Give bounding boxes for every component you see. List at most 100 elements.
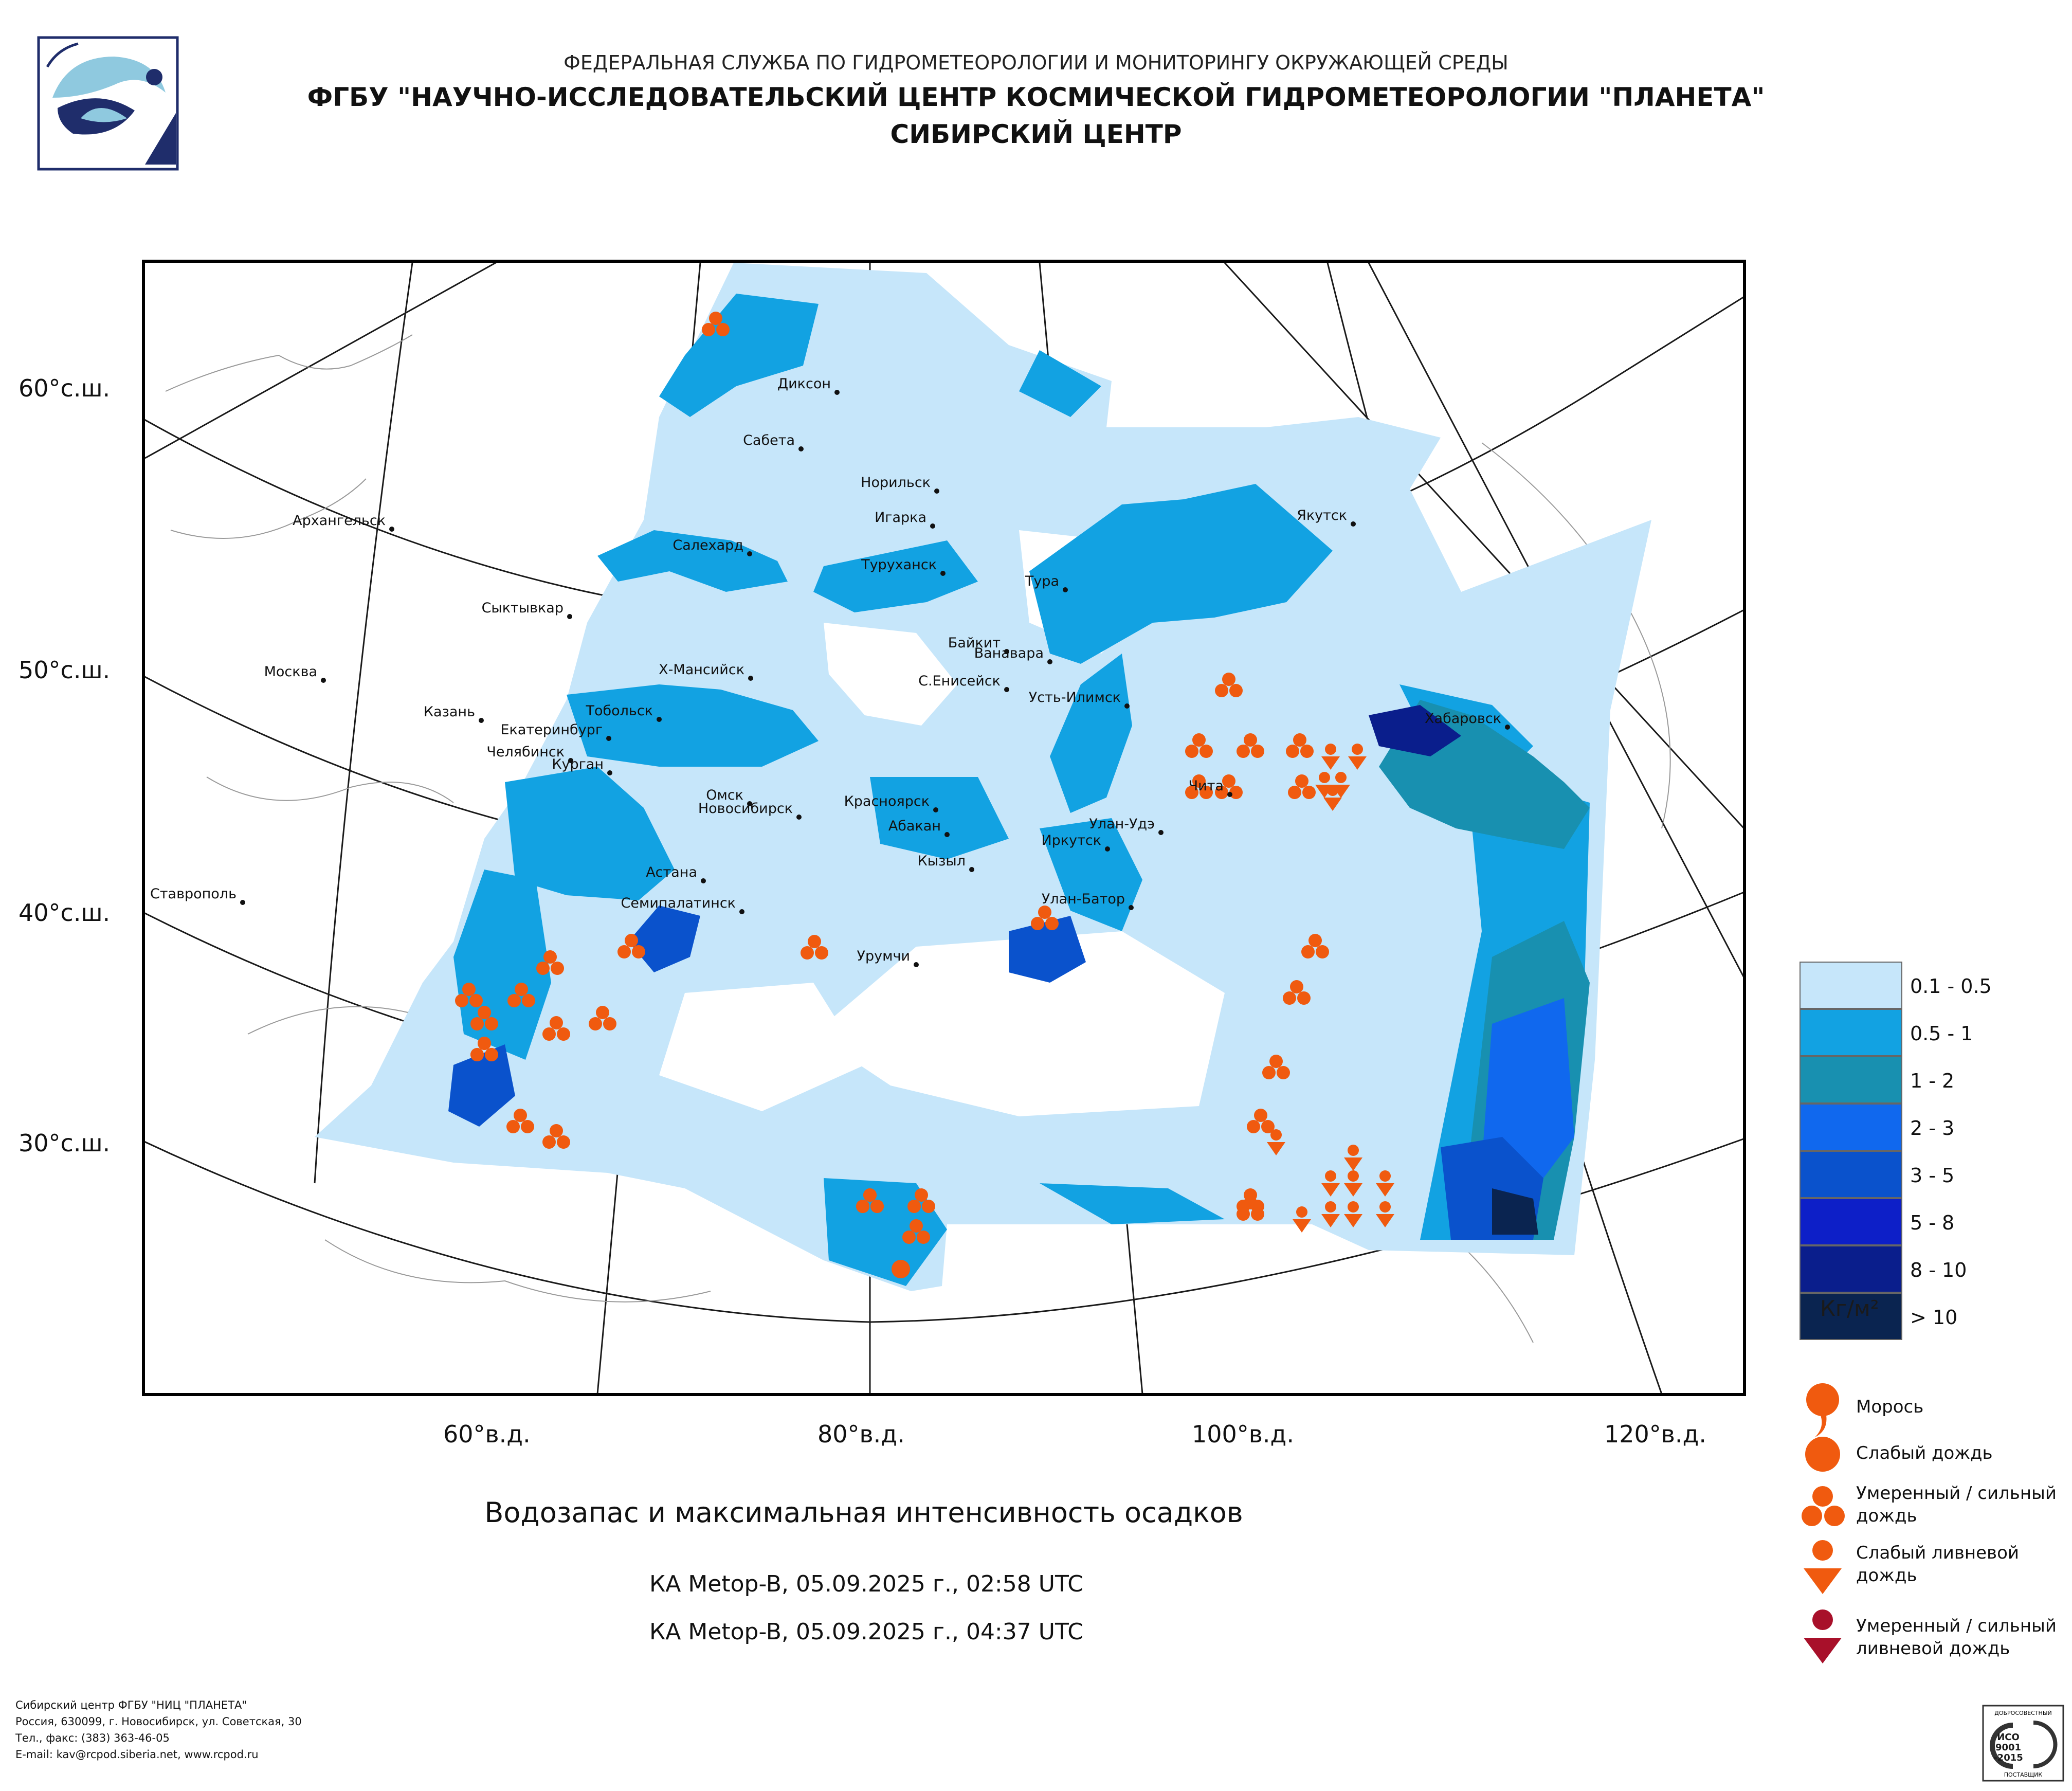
moderate-rain-marker — [485, 1017, 498, 1030]
symbol-label-light-rain: Слабый дождь — [1856, 1443, 1993, 1463]
moderate-rain-marker — [542, 1135, 556, 1149]
legend-swatch — [1800, 1103, 1902, 1151]
moderate-rain-marker — [551, 962, 564, 975]
lat-label-60: 60°с.ш. — [19, 374, 111, 402]
moderate-rain-marker — [709, 312, 722, 325]
moderate-rain-marker — [1199, 745, 1213, 758]
moderate-rain-marker — [1229, 786, 1243, 799]
moderate-rain-marker — [1300, 745, 1314, 758]
city-label: Диксон — [777, 376, 831, 392]
planeta-logo — [37, 36, 179, 171]
city-label: Новосибирск — [698, 801, 793, 817]
symbol-label-drizzle: Морось — [1856, 1397, 1924, 1417]
footer-line: Сибирский центр ФГБУ "НИЦ "ПЛАНЕТА" — [15, 1699, 247, 1711]
moderate-rain-marker — [1215, 786, 1228, 799]
city-dot — [1505, 725, 1510, 730]
moderate-rain-marker — [863, 1188, 877, 1202]
moderate-rain-marker — [603, 1017, 616, 1030]
city-dot — [607, 770, 612, 775]
moderate-rain-marker — [589, 1017, 602, 1030]
city-dot — [747, 801, 752, 806]
light-shower-marker — [1321, 1214, 1340, 1227]
moderate-rain-marker — [922, 1200, 935, 1213]
moderate-rain-marker — [716, 323, 730, 336]
iso-badge-text: ИСО 9001 -2015 — [1993, 1732, 2023, 1763]
light-shower-marker — [1348, 1201, 1359, 1213]
moderate-rain-marker — [455, 994, 468, 1007]
light-shower-marker — [1293, 1219, 1311, 1233]
moderate-rain-marker — [1261, 1120, 1275, 1133]
moderate-rain-marker — [1251, 1207, 1264, 1221]
moderate-rain-marker — [1031, 917, 1044, 930]
agency-title: ФЕДЕРАЛЬНАЯ СЛУЖБА ПО ГИДРОМЕТЕОРОЛОГИИ … — [564, 51, 1508, 74]
city-dot — [1047, 659, 1052, 664]
city-label: Сыктывкар — [481, 600, 564, 616]
legend-swatch — [1800, 962, 1902, 1009]
legend-label: 0.5 - 1 — [1910, 1022, 1973, 1045]
light-shower-marker — [1323, 798, 1342, 811]
city-dot — [657, 717, 662, 722]
city-label: Урумчи — [857, 948, 910, 964]
moderate-rain-marker — [1316, 945, 1329, 958]
city-dot — [1129, 905, 1134, 910]
moderate-rain-marker — [1222, 673, 1235, 686]
map-canvas — [145, 263, 1743, 1393]
light-shower-marker — [1321, 756, 1340, 770]
city-dot — [1004, 649, 1009, 654]
moderate-rain-marker — [1269, 1055, 1283, 1068]
city-label: Архангельск — [293, 513, 386, 529]
city-label: Казань — [423, 704, 475, 720]
footer-line: E-mail: kav@rcpod.siberia.net, www.rcpod… — [15, 1748, 259, 1761]
moderate-rain-marker — [514, 1109, 527, 1122]
legend-swatch — [1800, 1198, 1902, 1245]
moderate-rain-marker — [478, 1037, 491, 1050]
lat-label-40: 40°с.ш. — [19, 899, 111, 927]
light-shower-marker — [1325, 1201, 1336, 1213]
city-dot — [933, 807, 938, 812]
light-shower-marker — [1348, 1145, 1359, 1156]
city-label: Семипалатинск — [621, 895, 736, 911]
moderate-rain-marker — [870, 1200, 884, 1213]
moderate-rain-marker — [515, 983, 528, 996]
city-dot — [1105, 846, 1110, 852]
moderate-rain-marker — [536, 962, 550, 975]
city-label: Астана — [646, 864, 697, 880]
moderate-rain-marker — [1247, 1120, 1260, 1133]
city-dot — [914, 962, 919, 967]
city-label: Абакан — [888, 818, 941, 834]
light-shower-marker — [1344, 1183, 1362, 1197]
moderate-rain-marker — [1302, 786, 1316, 799]
legend-swatch — [1800, 1009, 1902, 1056]
moderate-rain-marker — [910, 1219, 923, 1233]
moderate-rain-marker — [808, 935, 821, 948]
moderate-rain-marker — [470, 1017, 484, 1030]
footer-line: Тел., факс: (383) 363-46-05 — [15, 1732, 170, 1744]
light-shower-marker — [1296, 1206, 1307, 1218]
city-label: Кызыл — [917, 853, 966, 869]
city-label: Усть-Илимск — [1028, 690, 1121, 705]
light-rain-icon — [1805, 1437, 1840, 1472]
city-label: Тура — [1025, 573, 1059, 589]
symbol-label-light-shower: Слабый ливневой дождь — [1856, 1543, 2019, 1586]
city-dot — [739, 909, 744, 914]
center-title: СИБИРСКИЙ ЦЕНТР — [890, 119, 1182, 149]
moderate-rain-marker — [550, 1124, 563, 1137]
city-dot — [1004, 687, 1009, 692]
moderate-rain-marker — [617, 945, 631, 958]
moderate-rain-marker — [557, 1027, 570, 1041]
city-dot — [240, 900, 245, 905]
moderate-rain-marker — [1295, 774, 1308, 788]
city-label: Хабаровск — [1425, 711, 1501, 727]
city-dot — [1227, 792, 1232, 797]
moderate-rain-marker — [1185, 786, 1198, 799]
moderate-rain-marker — [1244, 733, 1257, 747]
moderate-rain-marker — [550, 1016, 563, 1029]
light-shower-marker — [1379, 1170, 1391, 1182]
legend-swatch — [1800, 1151, 1902, 1198]
moderate-rain-marker — [1254, 1109, 1267, 1122]
light-shower-marker — [1315, 785, 1334, 798]
city-dot — [1351, 521, 1356, 527]
moderate-rain-marker — [596, 1006, 609, 1019]
city-label: Улан-Удэ — [1089, 816, 1155, 832]
moderate-rain-marker — [902, 1231, 916, 1244]
